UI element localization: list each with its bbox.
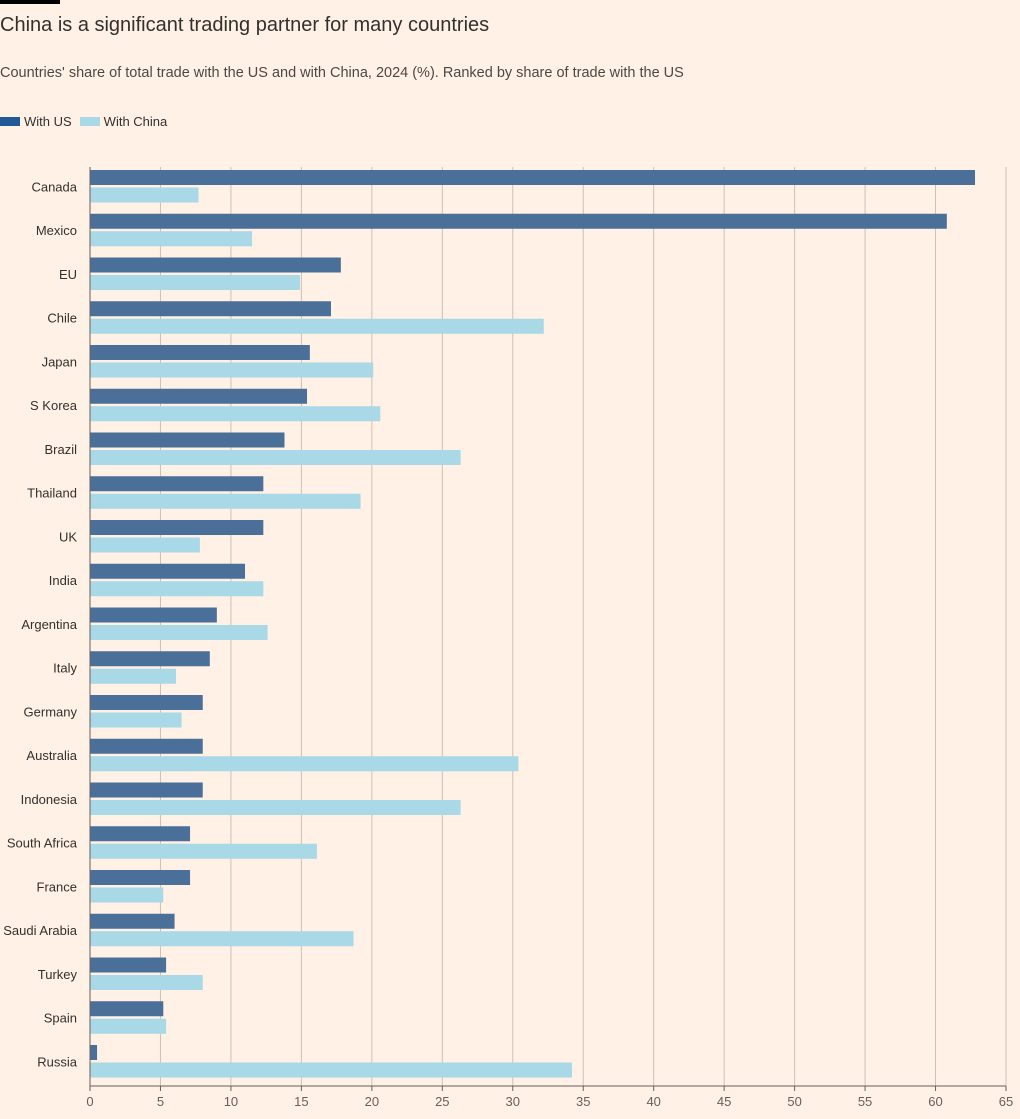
bar-china	[90, 1018, 167, 1034]
legend: With US With China	[0, 114, 175, 129]
bar-china	[90, 931, 354, 947]
bar-us	[90, 651, 210, 667]
bar-china	[90, 450, 461, 465]
category-label: Thailand	[27, 486, 77, 501]
category-label: Chile	[47, 311, 77, 326]
x-tick-label: 55	[858, 1094, 872, 1109]
bar-us	[90, 257, 341, 273]
bar-china	[90, 362, 374, 378]
bar-china	[90, 975, 203, 990]
bar-us	[90, 345, 310, 360]
bar-china	[90, 756, 519, 772]
x-tick-label: 5	[157, 1094, 164, 1109]
category-label: France	[37, 879, 77, 894]
category-label: Spain	[44, 1011, 77, 1026]
category-label: S Korea	[30, 398, 78, 413]
chart-title: China is a significant trading partner f…	[0, 14, 490, 36]
bar-us	[90, 520, 264, 535]
bar-us	[90, 301, 331, 317]
bar-china	[90, 712, 182, 728]
legend-item-us: With US	[0, 114, 72, 129]
bar-china	[90, 668, 176, 684]
bar-us	[90, 826, 191, 842]
x-tick-label: 20	[365, 1094, 379, 1109]
category-label: India	[49, 573, 78, 588]
bar-us	[90, 738, 203, 754]
bar-china	[90, 581, 264, 597]
category-label: Saudi Arabia	[3, 923, 77, 938]
bar-us	[90, 563, 246, 579]
bar-us	[90, 957, 167, 973]
bar-china	[90, 318, 544, 334]
bar-china	[90, 275, 300, 290]
category-label: Brazil	[44, 442, 77, 457]
category-label: Mexico	[36, 223, 77, 238]
top-accent-bar	[0, 0, 60, 4]
bar-china	[90, 537, 200, 553]
legend-swatch-us	[0, 117, 20, 126]
bar-us	[90, 782, 203, 798]
x-tick-label: 0	[86, 1094, 93, 1109]
x-tick-label: 50	[787, 1094, 801, 1109]
legend-item-china: With China	[79, 114, 168, 129]
legend-label-us: With US	[24, 114, 72, 129]
bar-us	[90, 388, 308, 404]
x-tick-label: 10	[224, 1094, 238, 1109]
bar-china	[90, 406, 381, 422]
x-tick-label: 65	[999, 1094, 1013, 1109]
bar-china	[90, 231, 253, 247]
bar-china	[90, 1062, 572, 1078]
bar-china	[90, 887, 164, 903]
category-label: Canada	[31, 179, 77, 194]
category-label: Australia	[26, 748, 77, 763]
bar-us	[90, 1001, 164, 1017]
category-label: Italy	[53, 661, 77, 676]
category-label: Indonesia	[21, 792, 78, 807]
bar-china	[90, 187, 199, 203]
x-tick-label: 60	[928, 1094, 942, 1109]
category-label: Japan	[42, 354, 77, 369]
x-tick-label: 30	[506, 1094, 520, 1109]
x-tick-label: 40	[646, 1094, 660, 1109]
bar-us	[90, 213, 947, 229]
x-tick-label: 45	[717, 1094, 731, 1109]
bar-china	[90, 625, 268, 640]
x-tick-label: 35	[576, 1094, 590, 1109]
category-label: Turkey	[38, 967, 78, 982]
bar-us	[90, 695, 203, 710]
category-label: UK	[59, 529, 77, 544]
category-label: EU	[59, 267, 77, 282]
category-label: Russia	[37, 1054, 78, 1069]
bar-us	[90, 913, 175, 929]
bar-us	[90, 870, 191, 885]
category-label: Argentina	[21, 617, 77, 632]
chart-subtitle: Countries' share of total trade with the…	[0, 65, 684, 81]
bar-us	[90, 1045, 98, 1060]
x-tick-label: 15	[294, 1094, 308, 1109]
bar-china	[90, 843, 317, 859]
bar-us	[90, 607, 217, 623]
category-label: Germany	[24, 704, 78, 719]
legend-label-china: With China	[103, 114, 168, 129]
bar-china	[90, 800, 461, 815]
legend-swatch-china	[79, 117, 100, 126]
bar-us	[90, 170, 975, 185]
category-label: South Africa	[7, 836, 78, 851]
bar-china	[90, 493, 361, 509]
bar-us	[90, 432, 285, 448]
x-tick-label: 25	[435, 1094, 449, 1109]
bar-us	[90, 476, 264, 492]
